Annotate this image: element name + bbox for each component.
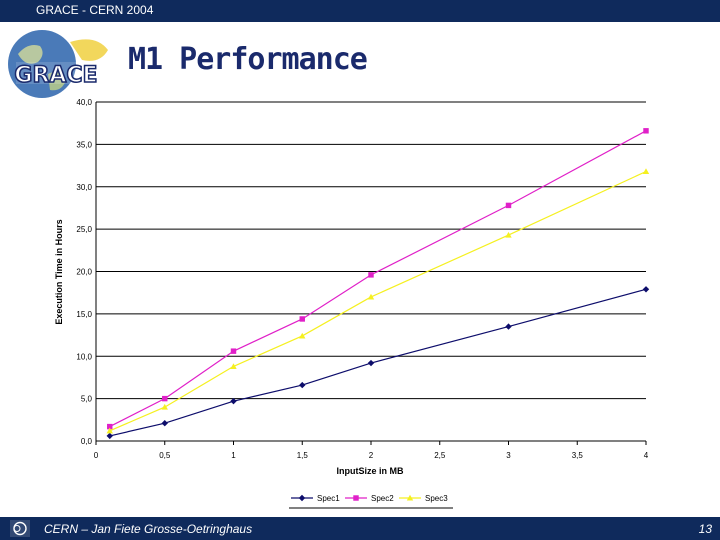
data-point	[642, 286, 650, 293]
data-point	[106, 427, 113, 434]
series-line	[109, 170, 647, 432]
logo-text: GRACE	[14, 63, 97, 88]
legend-marker	[298, 494, 306, 502]
data-point	[367, 293, 375, 300]
data-point	[299, 381, 306, 389]
data-point	[162, 395, 168, 402]
data-point	[643, 128, 649, 134]
y-tick-label: 10,0	[76, 352, 92, 361]
y-tick-label: 40,0	[76, 98, 92, 107]
series-spec2	[107, 128, 649, 430]
data-point	[230, 363, 237, 369]
legend-item: Spec3	[399, 494, 448, 503]
x-tick-label: 4	[644, 451, 649, 460]
data-point	[230, 348, 237, 354]
cern-icon	[10, 520, 30, 537]
data-point	[107, 423, 113, 430]
chart-series	[106, 128, 650, 440]
series-line	[109, 288, 647, 437]
legend-item: Spec1	[291, 494, 340, 503]
y-tick-label: 25,0	[76, 225, 92, 234]
series-line	[109, 130, 647, 428]
y-tick-label: 0,0	[81, 437, 93, 446]
x-axis-label: InputSize in MB	[337, 466, 404, 476]
chart-tick-labels: 0,0 5,0 10,0 15,0 20,0 25,0 30,0 35,0 40,0 0 0,5 1 1…	[76, 98, 648, 460]
chart: 0,0 5,0 10,0 15,0 20,0 25,0 30,0 35,0 40,0 0 0,5 1 1…	[54, 98, 650, 509]
y-axis-label: Execution Time in Hours	[54, 219, 64, 324]
data-point	[299, 332, 306, 339]
legend-label: Spec2	[371, 494, 394, 503]
data-point	[368, 272, 374, 278]
data-point	[367, 359, 375, 367]
slide-title: M1 Performance	[128, 42, 368, 77]
y-tick-label: 15,0	[76, 310, 92, 319]
legend-label: Spec3	[425, 494, 448, 503]
legend-label: Spec1	[317, 494, 340, 503]
series-spec3	[106, 168, 650, 434]
series-spec1	[106, 286, 650, 440]
page-number: 13	[698, 522, 712, 536]
data-point	[505, 231, 512, 238]
y-tick-label: 20,0	[76, 268, 92, 277]
bottom-bar: CERN – Jan Fiete Grosse-Oetringhaus 13	[0, 517, 720, 540]
x-tick-label: 2,5	[434, 451, 446, 460]
y-tick-label: 5,0	[81, 395, 93, 404]
x-tick-label: 1	[231, 451, 236, 460]
legend-marker	[353, 495, 359, 501]
legend-marker	[406, 494, 414, 501]
footer-author: CERN – Jan Fiete Grosse-Oetringhaus	[44, 522, 253, 536]
data-point	[106, 432, 113, 440]
data-point	[505, 202, 512, 209]
chart-gridlines	[96, 101, 646, 442]
x-tick-label: 3	[506, 451, 511, 460]
y-tick-label: 35,0	[76, 140, 92, 149]
grace-logo: GRACE	[8, 30, 108, 98]
x-tick-label: 2	[369, 451, 374, 460]
x-tick-label: 0	[94, 451, 99, 460]
legend-item: Spec2	[345, 494, 394, 503]
x-tick-label: 0,5	[159, 451, 171, 460]
data-point	[161, 420, 168, 427]
header-text: GRACE - CERN 2004	[36, 3, 154, 17]
data-point	[642, 168, 650, 175]
data-point	[505, 323, 512, 330]
chart-axes	[95, 102, 647, 445]
data-point	[161, 403, 168, 410]
data-point	[230, 397, 237, 405]
x-tick-label: 1,5	[297, 451, 309, 460]
x-tick-label: 3,5	[572, 451, 584, 460]
data-point	[299, 316, 305, 322]
chart-legend: Spec1 Spec2 Spec3	[289, 494, 453, 509]
top-bar: GRACE - CERN 2004	[0, 0, 720, 22]
y-tick-label: 30,0	[76, 183, 92, 192]
